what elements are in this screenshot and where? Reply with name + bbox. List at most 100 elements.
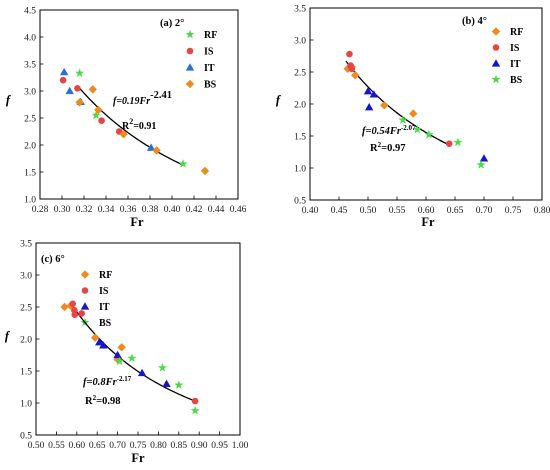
eq-prefix-a: f=0.19Fr xyxy=(113,96,150,107)
x-tick-label: 0.90 xyxy=(191,441,208,451)
data-point-is xyxy=(346,50,353,58)
x-axis-label-b: Fr xyxy=(421,215,435,229)
legend-label-rf: RF xyxy=(204,30,217,41)
eq-exponent-c: -2.17 xyxy=(117,375,132,383)
data-point-bs xyxy=(75,98,84,107)
legend-marker-rf xyxy=(80,270,90,279)
data-point-is xyxy=(445,140,453,147)
x-tick-label: 0.32 xyxy=(76,205,93,215)
data-point-bs xyxy=(174,380,184,389)
data-point-bs xyxy=(94,105,103,115)
legend-marker-rf xyxy=(185,29,195,39)
r2-prefix-c: R xyxy=(85,396,93,407)
eq-prefix-b: f=0.54Fr xyxy=(362,126,402,137)
fit-curve xyxy=(345,60,450,146)
legend-c: RF IS IT BS xyxy=(80,270,112,329)
r2-sup-b: 2 xyxy=(378,141,382,149)
fit-r2-a: R2=0.91 xyxy=(122,117,156,132)
r2-value-b: =0.97 xyxy=(381,143,405,154)
y-tick-label: 2.0 xyxy=(20,335,32,345)
x-tick-label: 0.55 xyxy=(48,441,65,451)
data-point-rf xyxy=(91,110,101,120)
data-point-it xyxy=(146,143,156,151)
data-point-rf xyxy=(75,68,85,78)
plot-frame-b xyxy=(309,7,543,201)
y-tick-label: 1.5 xyxy=(294,132,306,142)
legend-label-it: IT xyxy=(510,59,521,70)
data-point-bs xyxy=(200,166,210,176)
legend-marker-is xyxy=(81,287,89,294)
data-point-rf xyxy=(409,109,418,118)
y-tick-label: 2.0 xyxy=(24,141,36,151)
x-tick-label: 0.40 xyxy=(164,205,181,215)
x-tick-label: 0.60 xyxy=(418,206,435,216)
plot-frame-c xyxy=(35,242,241,436)
panel-c: 0.50 0.55 0.60 0.65 0.70 0.75 0.80 0.85 0.90 0.95… xyxy=(5,239,249,465)
data-point-it xyxy=(60,67,69,76)
y-tick-label: 3.0 xyxy=(24,87,36,97)
data-point-it xyxy=(65,86,74,95)
y-axis-label-a: f xyxy=(6,93,12,107)
y-ticks-b: 0.5 1.0 1.5 2.0 2.5 3.0 3.5 xyxy=(294,4,314,206)
data-point-rf xyxy=(117,343,126,352)
data-point-bs xyxy=(398,115,408,124)
x-tick-label: 0.42 xyxy=(186,205,203,215)
x-tick-label: 0.85 xyxy=(170,441,187,451)
points-a xyxy=(59,67,210,176)
data-point-bs xyxy=(190,405,200,415)
legend-label-it: IT xyxy=(204,63,215,74)
y-tick-label: 1.5 xyxy=(24,168,36,178)
points-c xyxy=(60,300,200,415)
y-tick-label: 0.5 xyxy=(294,196,306,206)
data-point-it xyxy=(137,368,147,377)
data-point-is xyxy=(59,76,67,84)
fit-equation-a: f=0.19Fr-2.41 xyxy=(113,90,172,107)
fit-r2-b: R2=0.97 xyxy=(370,141,405,154)
eq-prefix-c: f=0.8Fr xyxy=(83,377,118,388)
r2-sup-a: 2 xyxy=(129,117,133,126)
legend-label-is: IS xyxy=(510,43,520,54)
fit-curve-b xyxy=(345,60,450,146)
y-axis-label-c: f xyxy=(5,329,11,343)
legend-label-bs: BS xyxy=(510,75,523,86)
eq-exponent-a: -2.41 xyxy=(150,90,172,101)
legend-marker-is xyxy=(186,47,194,55)
data-point-rf xyxy=(178,159,188,168)
data-point-it xyxy=(479,154,489,162)
data-point-rf xyxy=(380,101,389,110)
y-ticks-a: 1.0 1.5 2.0 2.5 3.0 3.5 4.0 4.5 xyxy=(24,6,44,205)
fit-r2-c: R2=0.98 xyxy=(85,394,120,407)
x-tick-label: 0.28 xyxy=(32,205,49,215)
data-point-it xyxy=(99,341,108,349)
panel-title-b: (b) 4° xyxy=(462,16,487,27)
x-axis-label-a: Fr xyxy=(130,215,144,229)
data-point-is xyxy=(348,65,356,73)
fit-curve-c xyxy=(70,302,196,402)
data-point-is xyxy=(191,397,199,405)
data-point-it xyxy=(95,338,104,346)
data-point-bs xyxy=(424,129,434,139)
x-tick-label: 0.60 xyxy=(68,441,85,451)
y-tick-label: 3.5 xyxy=(24,60,36,70)
x-tick-label: 0.75 xyxy=(505,206,522,216)
fit-equation-b: f=0.54Fr-2.07 xyxy=(362,124,416,137)
y-tick-label: 4.5 xyxy=(24,6,36,16)
x-tick-label: 0.55 xyxy=(389,206,406,216)
x-tick-label: 0.34 xyxy=(98,205,115,215)
legend-label-rf: RF xyxy=(510,27,523,38)
x-axis-label-c: Fr xyxy=(131,451,145,465)
legend-label-bs: BS xyxy=(99,318,112,329)
legend-marker-is xyxy=(492,44,500,51)
legend-marker-rf xyxy=(491,27,501,36)
fit-curve-a xyxy=(78,86,184,166)
data-point-rf xyxy=(351,71,360,80)
y-tick-label: 1.0 xyxy=(294,164,306,174)
data-point-it xyxy=(363,87,373,95)
y-tick-label: 1.0 xyxy=(24,195,36,205)
x-tick-label: 0.70 xyxy=(109,441,126,451)
x-tick-label: 0.44 xyxy=(208,205,225,215)
legend-marker-it xyxy=(80,302,90,310)
legend-label-bs: BS xyxy=(204,80,217,91)
legend-label-is: IS xyxy=(99,286,109,297)
